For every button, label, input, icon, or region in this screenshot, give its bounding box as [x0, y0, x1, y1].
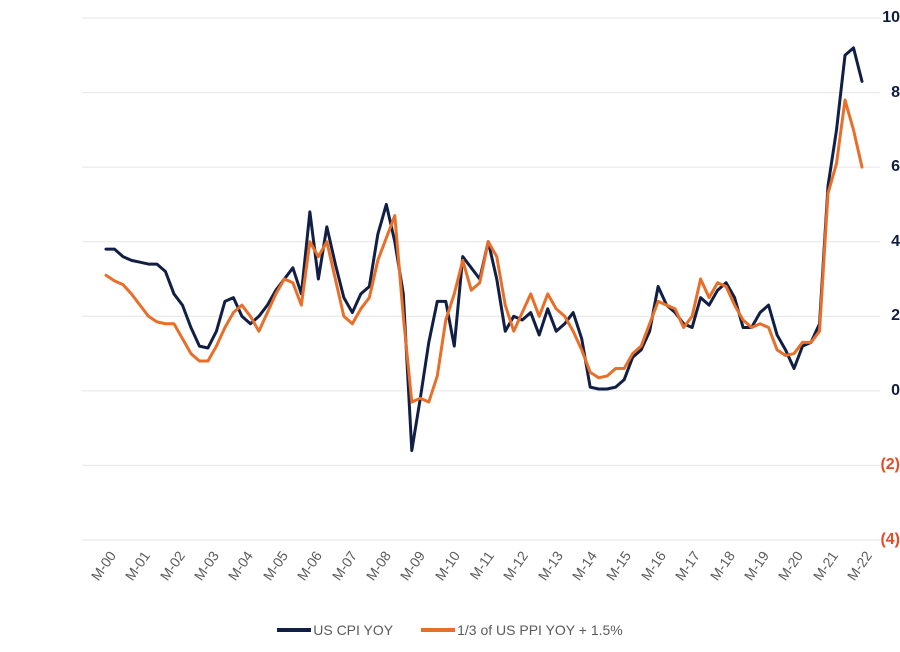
- legend-swatch: [421, 628, 455, 632]
- y-tick-label: 6: [836, 158, 900, 176]
- y-tick-label: (2): [836, 456, 900, 474]
- y-tick-label: 8: [836, 84, 900, 102]
- series-line: [106, 48, 862, 451]
- legend-label: 1/3 of US PPI YOY + 1.5%: [457, 622, 623, 638]
- y-tick-label: 4: [836, 233, 900, 251]
- legend-swatch: [277, 628, 311, 632]
- y-tick-label: (4): [836, 531, 900, 549]
- legend-item: US CPI YOY: [277, 622, 393, 638]
- line-chart: 1086420(2)(4) M-00M-01M-02M-03M-04M-05M-…: [0, 0, 900, 652]
- y-tick-label: 10: [836, 9, 900, 27]
- y-tick-label: 2: [836, 307, 900, 325]
- legend: US CPI YOY 1/3 of US PPI YOY + 1.5%: [0, 622, 900, 638]
- series-line: [106, 100, 862, 402]
- legend-item: 1/3 of US PPI YOY + 1.5%: [421, 622, 623, 638]
- legend-label: US CPI YOY: [313, 622, 393, 638]
- y-tick-label: 0: [836, 382, 900, 400]
